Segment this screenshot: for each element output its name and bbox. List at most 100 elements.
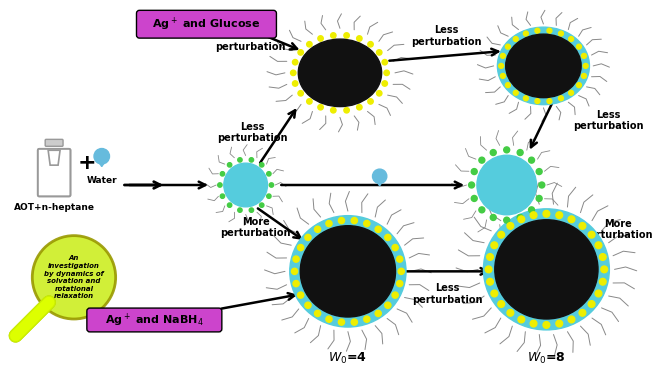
Ellipse shape — [495, 220, 598, 319]
Circle shape — [536, 168, 542, 174]
Circle shape — [498, 301, 504, 308]
Circle shape — [368, 42, 373, 47]
Text: An
investigation
by dynamics of
solvation and
rotational
relaxation: An investigation by dynamics of solvatio… — [44, 256, 104, 299]
Ellipse shape — [300, 226, 395, 317]
Circle shape — [535, 28, 540, 33]
Text: AOT+n-heptane: AOT+n-heptane — [13, 203, 95, 212]
Text: +: + — [77, 153, 96, 173]
Circle shape — [589, 301, 595, 308]
Circle shape — [384, 70, 389, 76]
Circle shape — [485, 266, 492, 273]
FancyBboxPatch shape — [136, 10, 277, 38]
Circle shape — [297, 244, 304, 251]
Circle shape — [500, 53, 505, 58]
Circle shape — [576, 83, 581, 88]
Ellipse shape — [498, 27, 589, 105]
Circle shape — [524, 96, 528, 101]
Circle shape — [528, 157, 534, 163]
Circle shape — [220, 172, 224, 176]
Circle shape — [582, 53, 587, 58]
Circle shape — [568, 37, 574, 42]
Circle shape — [94, 148, 110, 164]
Circle shape — [220, 194, 224, 198]
Circle shape — [504, 217, 510, 223]
Circle shape — [307, 42, 312, 47]
Circle shape — [506, 83, 510, 88]
Ellipse shape — [506, 34, 581, 98]
Circle shape — [539, 182, 545, 188]
Circle shape — [363, 316, 370, 322]
Circle shape — [487, 278, 494, 285]
Ellipse shape — [290, 216, 406, 327]
Circle shape — [504, 147, 510, 153]
Circle shape — [291, 70, 296, 76]
Circle shape — [556, 212, 562, 219]
Text: $W_0$=4: $W_0$=4 — [329, 351, 367, 366]
Circle shape — [599, 278, 606, 285]
Circle shape — [392, 292, 398, 298]
Circle shape — [297, 292, 304, 298]
Circle shape — [556, 320, 562, 327]
Circle shape — [547, 99, 552, 104]
Circle shape — [318, 36, 323, 41]
Circle shape — [517, 214, 523, 220]
Circle shape — [326, 220, 332, 227]
Circle shape — [218, 183, 222, 187]
Text: Less
perturbation: Less perturbation — [215, 30, 286, 52]
Circle shape — [506, 44, 510, 49]
Circle shape — [487, 254, 494, 260]
Circle shape — [368, 99, 373, 104]
Circle shape — [479, 207, 485, 213]
Circle shape — [293, 81, 298, 86]
Circle shape — [293, 59, 298, 65]
Circle shape — [307, 99, 312, 104]
Circle shape — [518, 216, 524, 223]
Circle shape — [331, 108, 336, 113]
FancyBboxPatch shape — [87, 308, 222, 332]
Circle shape — [382, 59, 387, 65]
Ellipse shape — [299, 39, 381, 106]
Circle shape — [528, 207, 534, 213]
Circle shape — [331, 33, 336, 38]
Circle shape — [601, 266, 608, 273]
Circle shape — [500, 73, 505, 78]
Circle shape — [382, 81, 387, 86]
Circle shape — [385, 302, 391, 308]
Circle shape — [318, 105, 323, 110]
Circle shape — [375, 310, 381, 316]
Circle shape — [267, 172, 271, 176]
Circle shape — [351, 319, 357, 325]
Circle shape — [363, 220, 370, 227]
Polygon shape — [95, 156, 108, 167]
Circle shape — [583, 63, 588, 68]
Circle shape — [558, 31, 563, 36]
Circle shape — [576, 44, 581, 49]
Ellipse shape — [484, 209, 609, 330]
Circle shape — [397, 280, 403, 287]
Text: Water: Water — [86, 176, 117, 185]
Polygon shape — [373, 176, 386, 186]
Circle shape — [490, 214, 496, 220]
Circle shape — [373, 169, 387, 183]
Circle shape — [518, 316, 524, 323]
Text: More
perturbation: More perturbation — [220, 217, 291, 239]
Circle shape — [595, 290, 602, 297]
Circle shape — [479, 157, 485, 163]
Text: Less
perturbation: Less perturbation — [217, 122, 288, 143]
Circle shape — [513, 37, 518, 42]
Text: Ag$^+$ and Glucose: Ag$^+$ and Glucose — [152, 16, 260, 33]
Circle shape — [530, 320, 537, 327]
Circle shape — [293, 256, 299, 262]
Circle shape — [477, 155, 536, 215]
Circle shape — [568, 216, 575, 223]
Circle shape — [530, 212, 537, 219]
Circle shape — [238, 158, 242, 162]
Circle shape — [582, 73, 587, 78]
Text: Less
perturbation: Less perturbation — [572, 110, 643, 131]
FancyBboxPatch shape — [37, 149, 71, 196]
Circle shape — [498, 232, 504, 238]
Circle shape — [344, 33, 349, 38]
Circle shape — [315, 226, 321, 232]
Circle shape — [471, 168, 477, 174]
Circle shape — [298, 91, 303, 96]
